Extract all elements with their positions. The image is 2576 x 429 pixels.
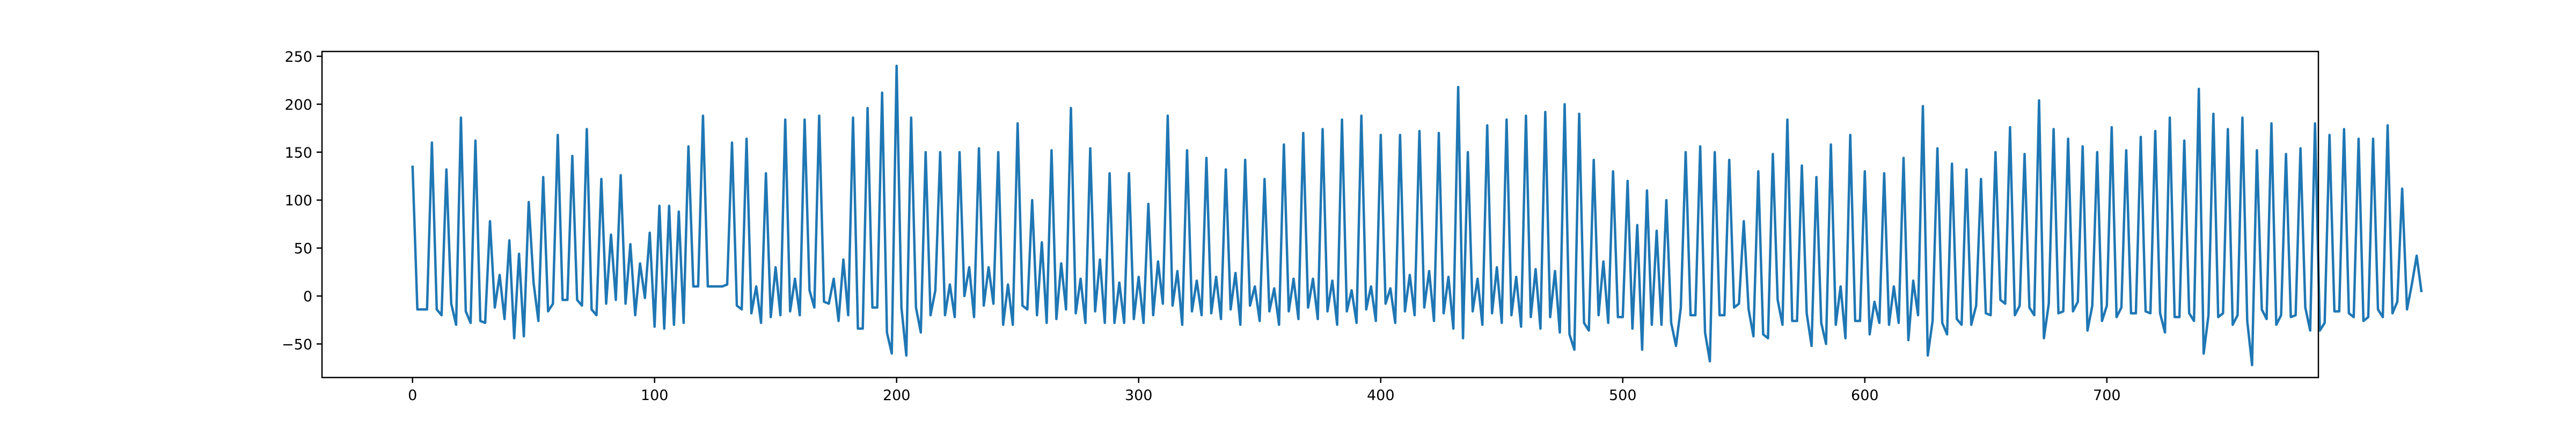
y-tick-label: −50 [282,336,312,353]
y-tick-label: 200 [284,97,312,113]
x-tick-label: 600 [1851,387,1879,404]
x-tick-label: 100 [641,387,669,404]
y-tick-label: 100 [284,193,312,209]
x-tick-label: 700 [2093,387,2121,404]
x-tick-label: 300 [1125,387,1153,404]
x-tick-label: 500 [1609,387,1637,404]
y-tick-label: 150 [284,145,312,161]
x-tick-label: 200 [883,387,911,404]
plot-frame [321,50,2319,379]
y-tick-label: 50 [294,241,312,257]
x-axis: 0 100 200 300 400 500 600 700 [408,378,2121,404]
y-tick-label: 0 [303,289,312,305]
y-tick-label: 250 [284,49,312,65]
x-tick-label: 0 [408,387,417,404]
x-tick-label: 400 [1367,387,1395,404]
y-axis: −50 0 50 100 150 200 250 [282,49,322,353]
plot-area [411,64,2423,367]
series-line [411,64,2423,367]
